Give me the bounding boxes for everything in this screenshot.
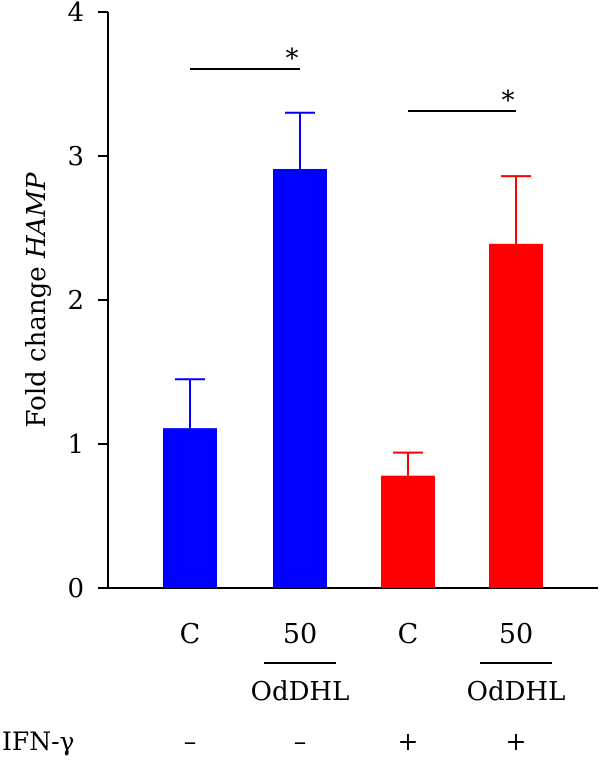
y-tick-label: 0 [67, 574, 84, 604]
y-tick-label: 2 [67, 286, 84, 316]
bar [163, 428, 217, 588]
significance-star: * [502, 86, 515, 116]
significance-star: * [286, 44, 299, 74]
ifn-sign: + [398, 727, 419, 756]
ifn-gamma-label: IFN-γ [2, 727, 75, 756]
axis-labels: C – 50 – C +50 + OdDHL OdDHL [180, 619, 566, 756]
bar [489, 243, 543, 588]
y-axis-label: Fold change HAMP [22, 172, 52, 427]
ifn-sign: + [506, 727, 527, 756]
category-label: 50 [283, 619, 317, 650]
bar [381, 475, 435, 588]
category-label: C [398, 619, 419, 650]
bar [273, 168, 327, 588]
category-label: 50 [499, 619, 533, 650]
category-label: C [180, 619, 201, 650]
y-tick-label: 4 [67, 0, 84, 28]
ifn-sign: – [294, 727, 307, 756]
y-tick-label: 3 [67, 142, 84, 172]
group-label: OdDHL [467, 677, 566, 707]
significance-markers: ** [190, 44, 516, 116]
group-label: OdDHL [251, 677, 350, 707]
y-tick-label: 1 [67, 430, 84, 460]
ifn-sign: – [184, 727, 197, 756]
bars [163, 111, 543, 588]
